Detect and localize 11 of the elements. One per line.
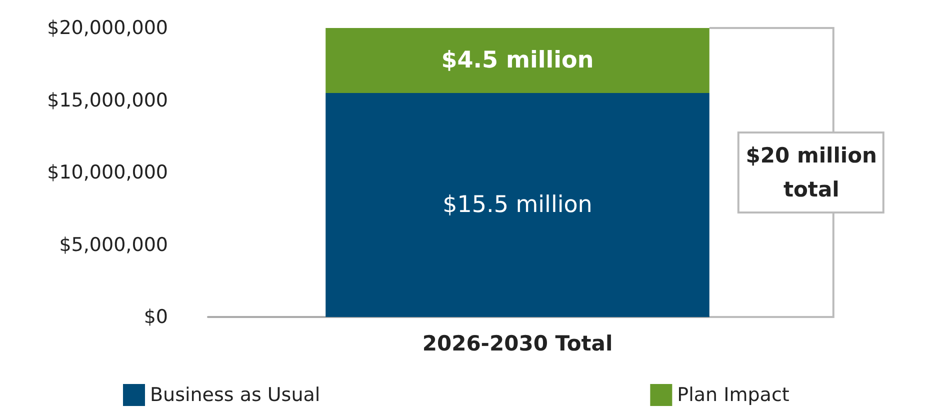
y-tick-label: $10,000,000	[47, 162, 168, 184]
y-tick-label: $0	[144, 306, 168, 328]
y-tick-label: $20,000,000	[47, 17, 168, 39]
legend-label: Business as Usual	[150, 384, 320, 406]
total-label: $20 million total	[746, 144, 877, 202]
x-tick-label: 2026-2030 Total	[422, 332, 613, 356]
data-label: $15.5 million	[442, 192, 592, 218]
legend-label: Plan Impact	[677, 384, 790, 406]
y-tick-label: $15,000,000	[47, 89, 168, 112]
y-tick-label: $5,000,000	[59, 234, 168, 256]
data-label: $4.5 million	[441, 48, 594, 74]
